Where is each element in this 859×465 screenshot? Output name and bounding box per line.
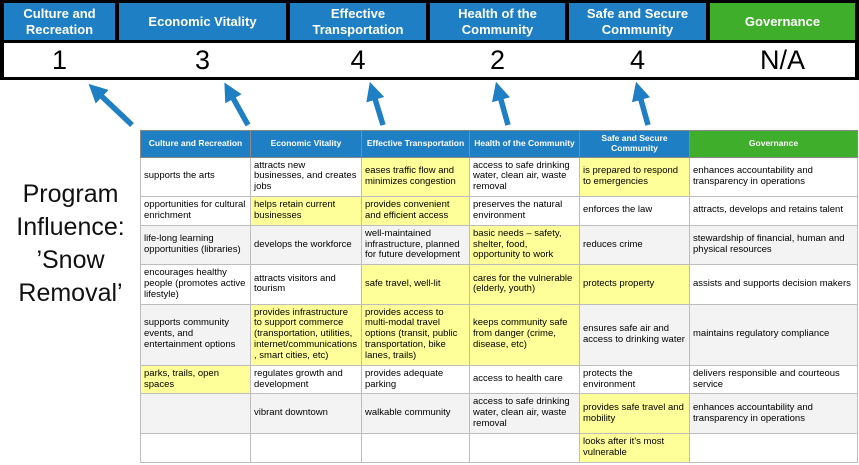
matrix-row-5: supports community events, and entertain… <box>140 303 858 366</box>
matrix-cell: access to safe drinking water, clean air… <box>469 156 580 198</box>
matrix-cell: access to health care <box>469 364 580 395</box>
matrix-cell-highlighted: provides access to multi-modal travel op… <box>361 303 470 366</box>
matrix-cell-highlighted: keeps community safe from danger (crime,… <box>469 303 580 366</box>
matrix-cell: provides adequate parking <box>361 364 470 395</box>
matrix-cell-highlighted: eases traffic flow and minimizes congest… <box>361 156 470 198</box>
matrix-cell <box>250 432 362 463</box>
matrix-cell-highlighted: protects property <box>579 264 690 305</box>
matrix-cell: vibrant downtown <box>250 393 362 434</box>
banner-header-5: Safe and Secure Community <box>569 3 706 40</box>
matrix-cell: encourages healthy people (promotes acti… <box>140 264 251 305</box>
matrix-body: supports the arts attracts new businesses… <box>140 156 858 463</box>
matrix-cell-highlighted: is prepared to respond to emergencies <box>579 156 690 198</box>
matrix-cell: enforces the law <box>579 196 690 226</box>
score-value-2: 3 <box>194 44 211 75</box>
matrix-cell: walkable community <box>361 393 470 434</box>
banner-header-6: Governance <box>710 3 855 40</box>
matrix-cell: well-maintained infrastructure, planned … <box>361 224 470 266</box>
matrix-cell <box>689 432 858 463</box>
matrix-header-row: Culture and Recreation Economic Vitality E… <box>140 130 858 158</box>
matrix-cell: develops the workforce <box>250 224 362 266</box>
matrix-cell: stewardship of financial, human and phys… <box>689 224 858 266</box>
matrix-cell: regulates growth and development <box>250 364 362 395</box>
score-value-5: 4 <box>629 44 646 75</box>
matrix-row-2: opportunities for cultural enrichment hel… <box>140 196 858 226</box>
matrix-cell: preserves the natural environment <box>469 196 580 226</box>
matrix-cell: ensures safe air and access to drinking … <box>579 303 690 366</box>
matrix-column-header-6: Governance <box>689 130 858 158</box>
matrix-cell: supports the arts <box>140 156 251 198</box>
score-value-6: N/A <box>759 44 805 75</box>
matrix-cell: protects the environment <box>579 364 690 395</box>
matrix-cell <box>469 432 580 463</box>
matrix-cell: reduces crime <box>579 224 690 266</box>
score-value-1: 1 <box>51 44 68 75</box>
banner-score-row: 1 3 4 2 4 N/A <box>4 43 855 77</box>
arrows-layer <box>88 81 651 127</box>
banner-header-4: Health of the Community <box>430 3 565 40</box>
matrix-row-8: looks after it’s most vulnerable <box>140 432 858 463</box>
score-banner: Culture and Recreation Economic Vitality E… <box>0 0 859 80</box>
matrix-row-3: life-long learning opportunities (librar… <box>140 224 858 266</box>
banner-header-3: Effective Transportation <box>290 3 426 40</box>
matrix-row-7: vibrant downtown walkable community access… <box>140 393 858 434</box>
matrix-column-header-2: Economic Vitality <box>250 130 362 158</box>
matrix-row-1: supports the arts attracts new businesses… <box>140 156 858 198</box>
matrix-cell-highlighted: provides infrastructure to support comme… <box>250 303 362 366</box>
matrix-cell: opportunities for cultural enrichment <box>140 196 251 226</box>
matrix-cell: assists and supports decision makers <box>689 264 858 305</box>
matrix-column-header-4: Health of the Community <box>469 130 580 158</box>
banner-score-strip: 1 3 4 2 4 N/A <box>4 43 855 77</box>
matrix-cell: attracts new businesses, and creates job… <box>250 156 362 198</box>
up-arrow-icon <box>88 83 134 127</box>
matrix-cell: delivers responsible and courteous servi… <box>689 364 858 395</box>
matrix-cell: enhances accountability and transparency… <box>689 393 858 434</box>
up-arrow-icon <box>491 81 511 126</box>
matrix-cell: attracts, develops and retains talent <box>689 196 858 226</box>
matrix-cell: supports community events, and entertain… <box>140 303 251 366</box>
matrix-cell-highlighted: helps retain current businesses <box>250 196 362 226</box>
matrix-cell-highlighted: provides safe travel and mobility <box>579 393 690 434</box>
matrix-cell: life-long learning opportunities (librar… <box>140 224 251 266</box>
matrix-cell <box>140 432 251 463</box>
banner-header-1: Culture and Recreation <box>4 3 115 40</box>
score-value-3: 4 <box>350 44 366 75</box>
matrix-column-header-5: Safe and Secure Community <box>579 130 690 158</box>
score-value-4: 2 <box>489 44 506 75</box>
banner-header-2: Economic Vitality <box>119 3 286 40</box>
matrix-cell: enhances accountability and transparency… <box>689 156 858 198</box>
program-title: Program Influence: ’Snow Removal’ <box>16 180 125 307</box>
matrix-cell-highlighted: cares for the vulnerable (elderly, youth… <box>469 264 580 305</box>
banner-header-row: Culture and Recreation Economic Vitality E… <box>4 3 855 40</box>
influence-matrix: Culture and Recreation Economic Vitality E… <box>140 130 858 463</box>
matrix-row-4: encourages healthy people (promotes acti… <box>140 264 858 305</box>
matrix-cell: access to safe drinking water, clean air… <box>469 393 580 434</box>
matrix-column-header-3: Effective Transportation <box>361 130 470 158</box>
matrix-column-header-1: Culture and Recreation <box>140 130 251 158</box>
matrix-cell-highlighted: provides convenient and efficient access <box>361 196 470 226</box>
matrix-cell-highlighted: basic needs – safety, shelter, food, opp… <box>469 224 580 266</box>
matrix-cell-highlighted: looks after it’s most vulnerable <box>579 432 690 463</box>
matrix-cell-highlighted: safe travel, well-lit <box>361 264 470 305</box>
up-arrow-icon <box>366 81 386 126</box>
matrix-cell: attracts visitors and tourism <box>250 264 362 305</box>
up-arrow-icon <box>224 82 251 127</box>
matrix-cell-highlighted: parks, trails, open spaces <box>140 364 251 395</box>
matrix-row-6: parks, trails, open spaces regulates grow… <box>140 364 858 395</box>
matrix-cell <box>140 393 251 434</box>
up-arrow-icon <box>631 81 651 126</box>
matrix-cell <box>361 432 470 463</box>
matrix-cell: maintains regulatory compliance <box>689 303 858 366</box>
